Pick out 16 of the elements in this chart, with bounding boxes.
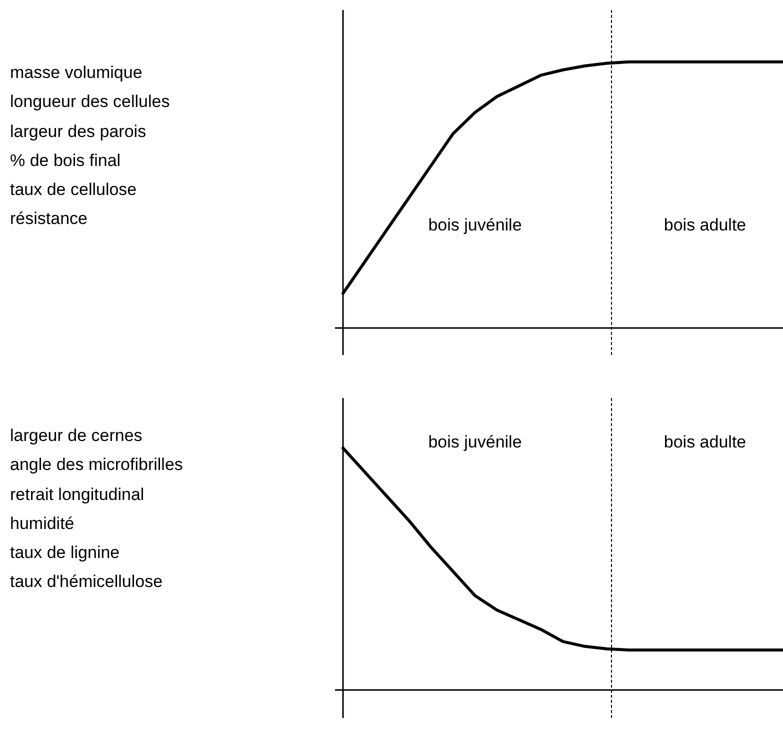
- text: taux d'hémicellulose: [10, 571, 164, 594]
- text: longueur des cellules: [10, 91, 170, 114]
- annotation: bois juvénile: [428, 216, 522, 235]
- text: humidité: [10, 512, 76, 535]
- text: largeur des parois: [10, 120, 148, 143]
- annotation: bois adulte: [664, 216, 746, 235]
- text: taux de cellulose: [10, 179, 138, 202]
- text: retrait longitudinal: [10, 484, 146, 506]
- text: masse volumique: [10, 62, 144, 84]
- text: résistance: [10, 208, 88, 230]
- annotation: bois juvénile: [428, 432, 522, 452]
- annotation: bois adulte: [664, 432, 746, 452]
- text: % de bois final: [10, 150, 122, 172]
- text: taux de lignine: [10, 542, 121, 564]
- text: angle des microfibrilles: [10, 454, 183, 476]
- text: largeur de cernes: [10, 425, 144, 447]
